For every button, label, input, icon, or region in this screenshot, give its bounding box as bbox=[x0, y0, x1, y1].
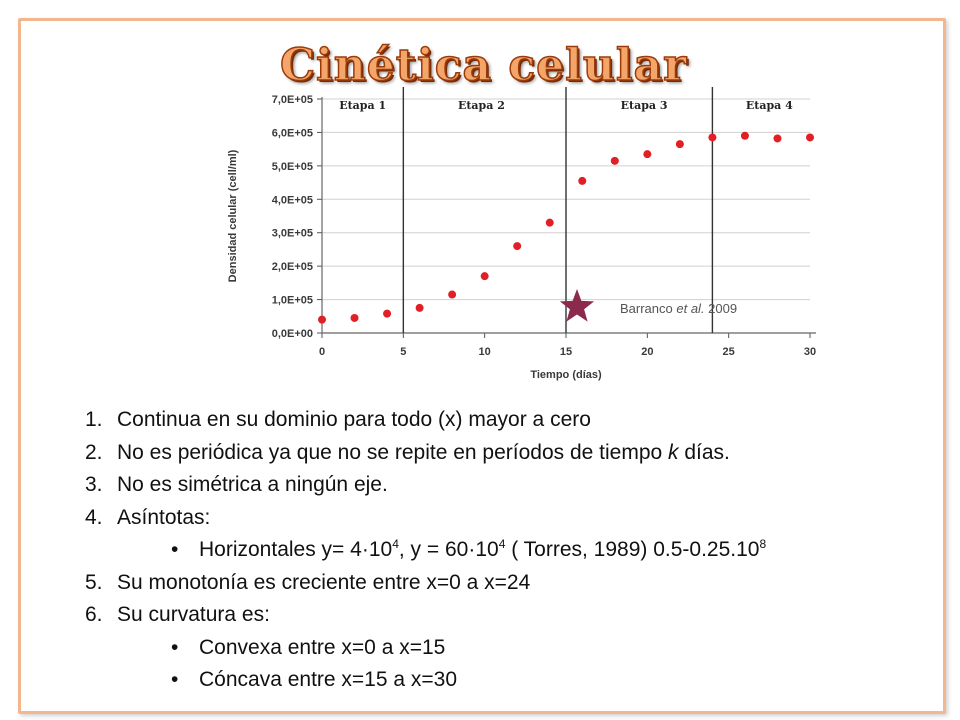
slide-title: Cinética celular bbox=[279, 39, 688, 92]
data-point bbox=[350, 313, 359, 322]
list-number: 4. bbox=[85, 505, 103, 529]
list-text: Horizontales y= 4·10 bbox=[199, 538, 393, 561]
x-tick-label: 10 bbox=[479, 346, 491, 358]
data-point bbox=[383, 309, 392, 318]
y-tick-label: 7,0E+05 bbox=[272, 94, 313, 106]
x-axis-label: Tiempo (días) bbox=[530, 369, 602, 381]
list-text: No es simétrica a ningún eje. bbox=[117, 473, 388, 496]
y-tick-label: 6,0E+05 bbox=[272, 127, 313, 139]
source-etal: et al. bbox=[676, 301, 704, 316]
exponent: 4 bbox=[392, 537, 399, 551]
list-item: 1. Continua en su dominio para todo (x) m… bbox=[85, 404, 766, 437]
list-number: 5. bbox=[85, 570, 103, 594]
list-subitem: • Horizontales y= 4·104, y = 60·104 ( Tor… bbox=[85, 534, 766, 567]
stage-label: Etapa 2 bbox=[458, 99, 505, 112]
y-tick-label: 0,0E+00 bbox=[272, 328, 313, 340]
list-text: Cóncava entre x=15 a x=30 bbox=[199, 668, 458, 691]
star-icon bbox=[559, 289, 595, 322]
x-tick-label: 5 bbox=[400, 346, 406, 358]
data-point bbox=[318, 315, 326, 324]
list-number: 1. bbox=[85, 408, 103, 431]
slide-frame bbox=[18, 18, 946, 714]
list-item: 5. Su monotonía es creciente entre x=0 a … bbox=[85, 567, 766, 600]
data-point bbox=[708, 133, 717, 142]
exponent: 4 bbox=[498, 537, 506, 551]
bullet-icon: • bbox=[171, 635, 179, 659]
data-point bbox=[415, 303, 424, 312]
list-text: No es periódica ya que no se repite en p… bbox=[117, 440, 669, 464]
y-tick-label: 5,0E+05 bbox=[272, 161, 313, 173]
bullet-icon: • bbox=[171, 538, 179, 561]
x-tick-label: 0 bbox=[319, 346, 325, 358]
bullet-icon: • bbox=[171, 668, 179, 691]
stage-label: Etapa 1 bbox=[339, 99, 386, 112]
source-year: 2009 bbox=[705, 301, 738, 316]
list-item: 3. No es simétrica a ningún eje. bbox=[85, 469, 766, 502]
list-text: , y = 60·10 bbox=[398, 538, 499, 561]
y-tick-label: 2,0E+05 bbox=[272, 261, 313, 273]
stage-label: Etapa 3 bbox=[621, 99, 668, 112]
data-points bbox=[318, 131, 814, 324]
list-text: Convexa entre x=0 a x=15 bbox=[199, 635, 446, 659]
list-number: 3. bbox=[85, 473, 103, 496]
y-tick-label: 3,0E+05 bbox=[272, 228, 313, 240]
y-tick-labels: 0,0E+00 1,0E+05 2,0E+05 3,0E+05 4,0E+05 5,0E+… bbox=[272, 94, 313, 340]
list-subitem: • Convexa entre x=0 a x=15 bbox=[85, 632, 766, 665]
list-text: Continua en su dominio para todo (x) may… bbox=[117, 408, 591, 431]
data-point bbox=[773, 134, 782, 143]
source-author: Barranco bbox=[620, 301, 676, 316]
exponent: 8 bbox=[759, 537, 767, 551]
data-point bbox=[806, 133, 814, 142]
y-tick-label: 1,0E+05 bbox=[272, 295, 313, 307]
y-tick-label: 4,0E+05 bbox=[272, 194, 313, 206]
y-axis-label: Densidad celular (cell/ml) bbox=[227, 149, 239, 282]
list-text: días. bbox=[678, 440, 730, 464]
list-subitem: • Cóncava entre x=15 a x=30 bbox=[85, 664, 766, 697]
data-point bbox=[578, 176, 587, 185]
x-tick-label: 15 bbox=[560, 346, 572, 358]
x-tick-labels: 0 5 10 15 20 25 30 bbox=[319, 346, 816, 358]
list-text: Su curvatura es: bbox=[117, 603, 270, 626]
list-text: ( Torres, 1989) 0.5-0.25.10 bbox=[505, 538, 760, 561]
data-point bbox=[545, 218, 554, 227]
list-item: 4. Asíntotas: bbox=[85, 502, 766, 535]
stage-label: Etapa 4 bbox=[746, 99, 793, 112]
properties-list: 1. Continua en su dominio para todo (x) m… bbox=[85, 404, 766, 697]
data-point bbox=[643, 150, 652, 159]
list-text-italic: k bbox=[668, 440, 679, 464]
x-tick-label: 20 bbox=[641, 346, 653, 358]
source-annotation: Barranco et al. 2009 bbox=[559, 289, 737, 322]
data-point bbox=[448, 290, 457, 299]
list-number: 6. bbox=[85, 603, 103, 626]
x-tick-label: 30 bbox=[804, 346, 816, 358]
data-point bbox=[740, 131, 749, 140]
list-number: 2. bbox=[85, 440, 103, 464]
list-item: 2. No es periódica ya que no se repite en… bbox=[85, 437, 766, 470]
data-point bbox=[675, 140, 684, 149]
data-point bbox=[610, 156, 619, 165]
x-tick-label: 25 bbox=[723, 346, 735, 358]
stage-dividers: Etapa 1 Etapa 2 Etapa 3 Etapa 4 bbox=[339, 87, 793, 333]
list-text: Asíntotas: bbox=[117, 505, 211, 529]
cell-kinetics-chart: 0,0E+00 1,0E+05 2,0E+05 3,0E+05 4,0E+05 5,0E+… bbox=[227, 87, 816, 381]
data-point bbox=[513, 242, 522, 251]
chart-axes bbox=[317, 97, 816, 338]
list-text: Su monotonía es creciente entre x=0 a x=… bbox=[117, 570, 531, 594]
list-item: 6. Su curvatura es: bbox=[85, 599, 766, 632]
data-point bbox=[480, 272, 489, 281]
source-reference: Barranco et al. 2009 bbox=[620, 301, 737, 316]
